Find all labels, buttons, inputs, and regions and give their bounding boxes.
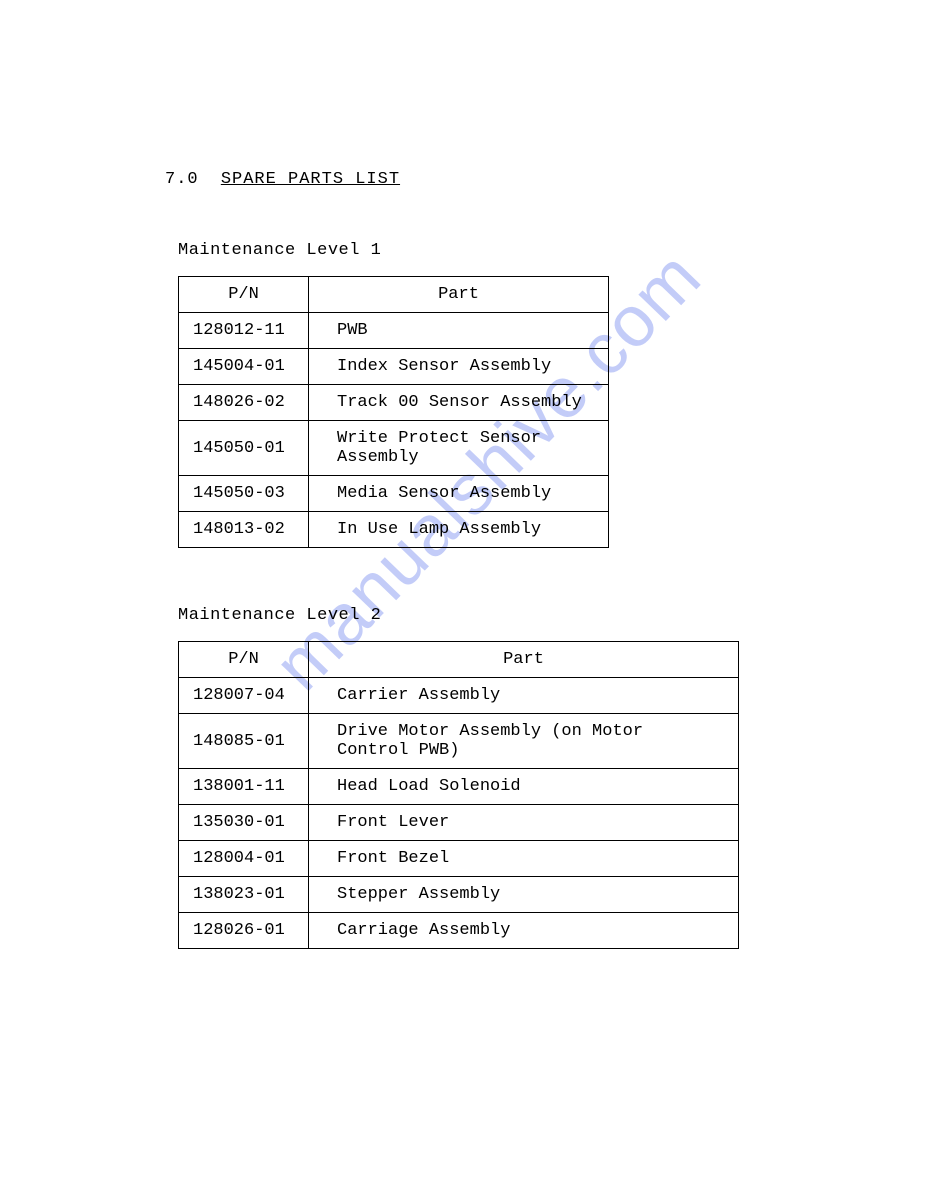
pn-cell: 128007-04 [179, 678, 309, 714]
table-header-pn: P/N [179, 642, 309, 678]
pn-cell: 128012-11 [179, 313, 309, 349]
part-cell: Stepper Assembly [309, 877, 739, 913]
table-header-pn: P/N [179, 277, 309, 313]
table-row: 148026-02 Track 00 Sensor Assembly [179, 385, 609, 421]
table-row: 138023-01 Stepper Assembly [179, 877, 739, 913]
table-row: 138001-11 Head Load Solenoid [179, 769, 739, 805]
table-header-row: P/N Part [179, 642, 739, 678]
table-row: 128012-11 PWB [179, 313, 609, 349]
table-row: 148013-02 In Use Lamp Assembly [179, 512, 609, 548]
table-row: 135030-01 Front Lever [179, 805, 739, 841]
table-header-row: P/N Part [179, 277, 609, 313]
level2-heading: Maintenance Level 2 [178, 606, 867, 625]
table-header-part: Part [309, 642, 739, 678]
pn-cell: 148085-01 [179, 714, 309, 769]
table-row: 128026-01 Carriage Assembly [179, 913, 739, 949]
table-row: 145050-01 Write Protect Sensor Assembly [179, 421, 609, 476]
pn-cell: 145050-01 [179, 421, 309, 476]
level1-table: P/N Part 128012-11 PWB 145004-01 Index S… [178, 276, 609, 548]
pn-cell: 128004-01 [179, 841, 309, 877]
page-content: 7.0 SPARE PARTS LIST Maintenance Level 1… [167, 170, 867, 1007]
pn-cell: 148026-02 [179, 385, 309, 421]
part-cell: Index Sensor Assembly [309, 349, 609, 385]
table-header-part: Part [309, 277, 609, 313]
pn-cell: 148013-02 [179, 512, 309, 548]
level2-table: P/N Part 128007-04 Carrier Assembly 1480… [178, 641, 739, 949]
part-cell: PWB [309, 313, 609, 349]
part-cell: Carriage Assembly [309, 913, 739, 949]
pn-cell: 145050-03 [179, 476, 309, 512]
table-row: 145004-01 Index Sensor Assembly [179, 349, 609, 385]
section-number: 7.0 [165, 170, 199, 189]
section-header: 7.0 SPARE PARTS LIST [165, 170, 867, 189]
pn-cell: 128026-01 [179, 913, 309, 949]
level1-heading: Maintenance Level 1 [178, 241, 867, 260]
part-cell: In Use Lamp Assembly [309, 512, 609, 548]
pn-cell: 135030-01 [179, 805, 309, 841]
part-cell: Write Protect Sensor Assembly [309, 421, 609, 476]
part-cell: Track 00 Sensor Assembly [309, 385, 609, 421]
pn-cell: 145004-01 [179, 349, 309, 385]
pn-cell: 138023-01 [179, 877, 309, 913]
part-cell: Front Lever [309, 805, 739, 841]
part-cell: Head Load Solenoid [309, 769, 739, 805]
pn-cell: 138001-11 [179, 769, 309, 805]
part-cell: Carrier Assembly [309, 678, 739, 714]
table-row: 148085-01 Drive Motor Assembly (on Motor… [179, 714, 739, 769]
table-row: 128004-01 Front Bezel [179, 841, 739, 877]
table-row: 145050-03 Media Sensor Assembly [179, 476, 609, 512]
part-cell: Media Sensor Assembly [309, 476, 609, 512]
part-cell: Drive Motor Assembly (on Motor Control P… [309, 714, 739, 769]
section-title: SPARE PARTS LIST [221, 170, 400, 189]
table-row: 128007-04 Carrier Assembly [179, 678, 739, 714]
part-cell: Front Bezel [309, 841, 739, 877]
